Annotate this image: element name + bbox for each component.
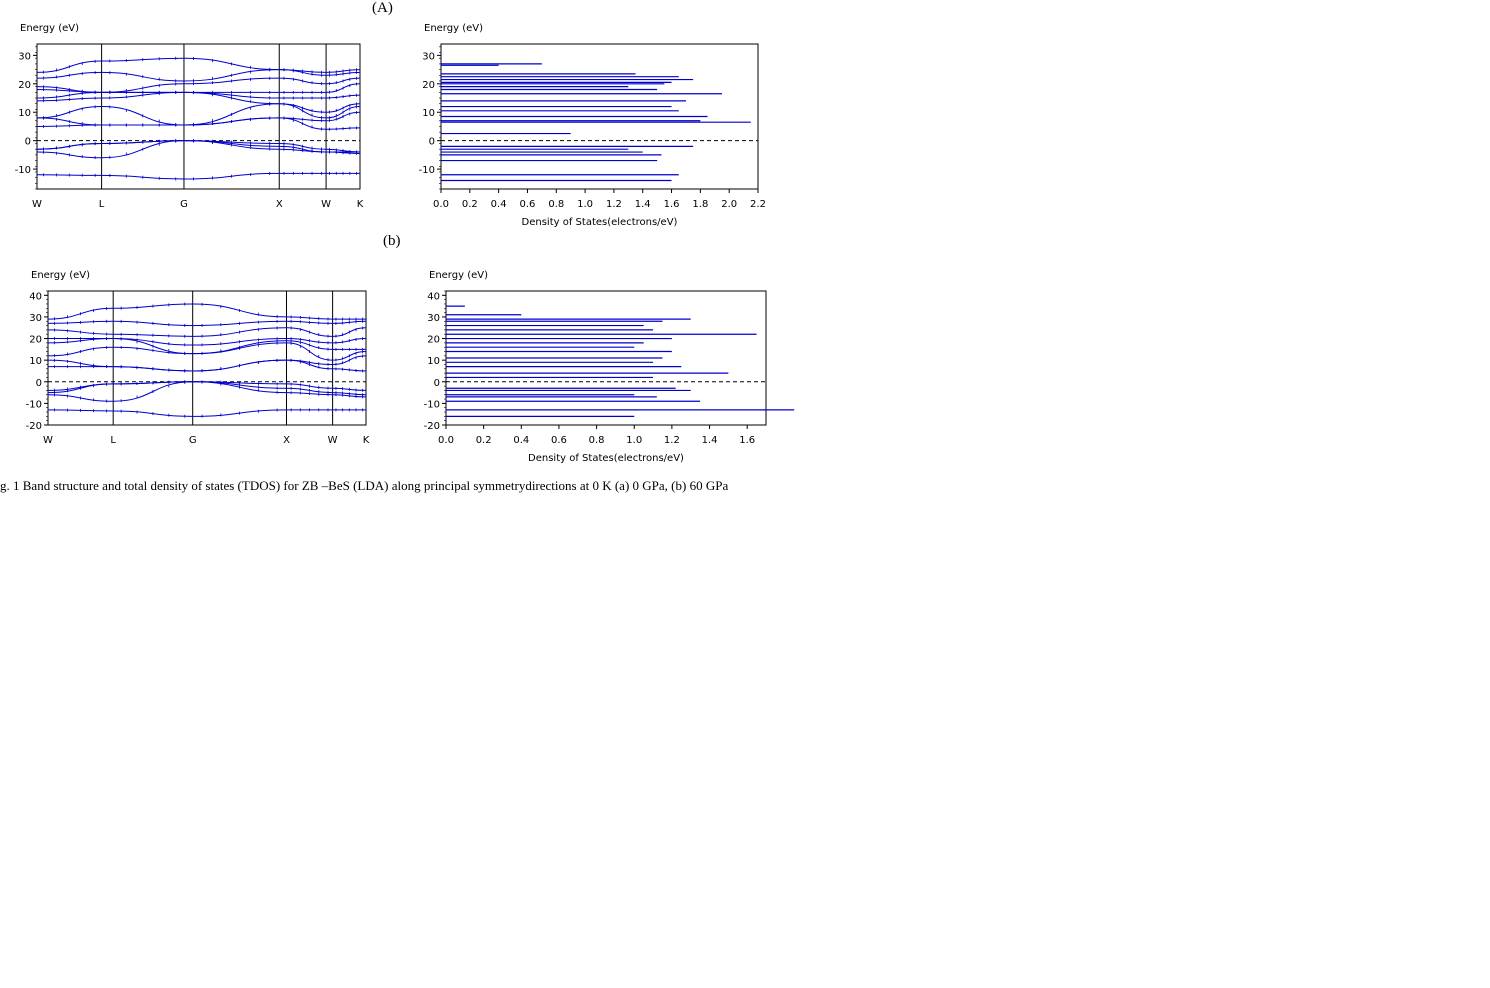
- band-line: [47, 409, 366, 417]
- y-tick-label: 30: [427, 313, 440, 324]
- band-line: [47, 342, 367, 361]
- x-tick-label: 2.2: [750, 199, 766, 210]
- plot-frame: [47, 290, 367, 426]
- y-tick-label: 0: [434, 378, 440, 389]
- y-tick-label: -10: [419, 165, 435, 176]
- x-tick-label: 1.0: [577, 199, 593, 210]
- x-tick-label: 1.0: [626, 435, 642, 446]
- band-line: [36, 69, 361, 82]
- band-line: [47, 303, 366, 320]
- x-tick-label: 2.0: [721, 199, 737, 210]
- kpoint-label: X: [276, 199, 283, 210]
- band-line: [36, 140, 361, 159]
- kpoint-label: W: [32, 199, 42, 210]
- y-tick-label: 20: [29, 335, 42, 346]
- y-tick-label: 30: [18, 51, 31, 62]
- band-line: [36, 140, 361, 154]
- y-tick-label: 20: [422, 80, 435, 91]
- y-tick-label: 30: [29, 313, 42, 324]
- kpoint-label: K: [357, 199, 364, 210]
- x-tick-label: 0.4: [491, 199, 507, 210]
- x-tick-label: 1.4: [702, 435, 718, 446]
- kpoint-label: L: [99, 199, 105, 210]
- x-tick-label: 1.8: [692, 199, 708, 210]
- x-tick-label: 0.4: [513, 435, 529, 446]
- band-line: [36, 140, 361, 153]
- y-tick-label: -10: [424, 399, 440, 410]
- band-line: [47, 320, 367, 327]
- y-tick-label: -10: [15, 165, 31, 176]
- y-tick-label: -10: [26, 399, 42, 410]
- y-tick-label: 10: [427, 356, 440, 367]
- x-tick-label: 1.2: [664, 435, 680, 446]
- x-tick-label: 0.6: [551, 435, 567, 446]
- x-tick-label: 0.0: [433, 199, 449, 210]
- y-tick-label: 40: [427, 291, 440, 302]
- chart-b-band: [44, 290, 367, 426]
- x-tick-label: 0.8: [589, 435, 605, 446]
- kpoint-label: G: [189, 435, 197, 446]
- y-tick-label: 20: [18, 80, 31, 91]
- y-axis-label: Energy (eV): [20, 23, 79, 34]
- x-tick-label: 0.0: [438, 435, 454, 446]
- y-tick-label: 10: [18, 108, 31, 119]
- kpoint-label: G: [180, 199, 188, 210]
- band-line: [36, 57, 361, 73]
- y-tick-label: -20: [424, 421, 440, 432]
- band-line: [47, 381, 367, 391]
- chart-b-dos: [442, 290, 795, 429]
- y-tick-label: 40: [29, 291, 42, 302]
- kpoint-label: W: [328, 435, 338, 446]
- kpoint-label: L: [110, 435, 116, 446]
- band-line: [36, 83, 361, 93]
- y-tick-label: 0: [25, 137, 31, 148]
- x-tick-label: 0.2: [476, 435, 492, 446]
- band-line: [36, 172, 360, 180]
- x-tick-label: 0.6: [520, 199, 536, 210]
- x-tick-label: 1.6: [664, 199, 680, 210]
- band-line: [36, 111, 361, 126]
- band-line: [47, 327, 367, 337]
- x-axis-label: Density of States(electrons/eV): [528, 453, 684, 464]
- y-tick-label: 20: [427, 335, 440, 346]
- panel-label-top: (A): [372, 0, 393, 16]
- y-tick-label: -20: [26, 421, 42, 432]
- x-axis-label: Density of States(electrons/eV): [522, 217, 678, 228]
- kpoint-label: X: [283, 435, 290, 446]
- band-line: [36, 91, 361, 113]
- band-line: [47, 381, 367, 396]
- chart-A-dos: [437, 43, 759, 193]
- band-line: [36, 117, 361, 130]
- kpoint-label: W: [321, 199, 331, 210]
- y-tick-label: 10: [29, 356, 42, 367]
- band-line: [47, 338, 366, 355]
- y-tick-label: 10: [422, 108, 435, 119]
- x-tick-label: 1.2: [606, 199, 622, 210]
- panel-label-bottom: (b): [383, 233, 401, 249]
- figure-caption: g. 1 Band structure and total density of…: [0, 478, 729, 493]
- x-tick-label: 0.8: [548, 199, 564, 210]
- y-tick-label: 30: [422, 51, 435, 62]
- y-tick-label: 0: [36, 378, 42, 389]
- y-axis-label: Energy (eV): [424, 23, 483, 34]
- plot-frame: [36, 43, 361, 190]
- kpoint-label: W: [43, 435, 53, 446]
- band-line: [36, 103, 361, 126]
- band-line: [47, 355, 367, 372]
- x-tick-label: 1.4: [635, 199, 651, 210]
- y-tick-label: 0: [429, 137, 435, 148]
- x-tick-label: 0.2: [462, 199, 478, 210]
- y-axis-label: Energy (eV): [31, 270, 90, 281]
- x-tick-label: 1.6: [739, 435, 755, 446]
- y-axis-label: Energy (eV): [429, 270, 488, 281]
- kpoint-label: K: [363, 435, 370, 446]
- chart-A-band: [33, 43, 361, 190]
